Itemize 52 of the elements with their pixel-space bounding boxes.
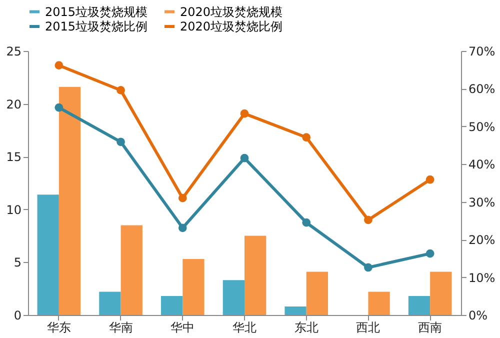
point — [240, 109, 249, 118]
bar — [408, 296, 430, 315]
bar — [99, 292, 121, 315]
bar — [306, 272, 328, 315]
bar — [37, 194, 59, 315]
bar — [430, 272, 452, 315]
point — [116, 138, 125, 146]
y2-tick-label: 20% — [468, 233, 496, 248]
y-tick-label: 10 — [6, 202, 22, 217]
bar — [58, 86, 81, 315]
point — [426, 249, 434, 258]
point — [178, 194, 187, 202]
legend-label: 2015垃圾焚烧比例 — [45, 20, 148, 34]
point — [116, 86, 125, 94]
x-tick-label: 华东 — [46, 320, 71, 334]
y2-tick-label: 30% — [468, 195, 496, 210]
point — [178, 224, 187, 232]
legend-label: 2015垃圾焚烧规模 — [45, 4, 148, 19]
x-tick-label: 西南 — [418, 320, 442, 334]
y-tick-label: 20 — [6, 97, 22, 112]
x-tick-label: 华中 — [170, 320, 195, 334]
bar — [244, 236, 266, 315]
point — [54, 103, 64, 112]
bar — [120, 225, 142, 315]
point — [302, 133, 311, 142]
y-tick-label: 5 — [14, 256, 22, 270]
y-tick-label: 25 — [6, 44, 22, 58]
point — [54, 61, 64, 70]
legend-label: 2020垃圾焚烧比例 — [180, 20, 283, 34]
y2-tick-label: 60% — [468, 82, 496, 96]
y2-tick-label: 10% — [468, 270, 496, 285]
x-tick-label: 华北 — [232, 320, 256, 334]
point — [426, 175, 434, 184]
bar — [284, 306, 306, 315]
point — [364, 216, 372, 224]
bar — [368, 292, 390, 315]
y2-tick-label: 50% — [468, 120, 496, 134]
bar — [222, 280, 244, 315]
bar — [182, 259, 204, 315]
x-tick-label: 西北 — [356, 320, 380, 334]
y-tick-label: 15 — [6, 150, 22, 164]
x-tick-label: 华南 — [108, 320, 133, 334]
y2-tick-label: 70% — [468, 44, 496, 58]
y2-tick-label: 0% — [468, 308, 488, 322]
x-tick-label: 东北 — [294, 320, 318, 334]
legend-label: 2020垃圾焚烧规模 — [180, 4, 283, 19]
point — [364, 263, 372, 272]
y-tick-label: 0 — [14, 308, 22, 322]
y2-tick-label: 40% — [468, 158, 496, 172]
bar — [160, 296, 183, 315]
point — [302, 218, 311, 227]
point — [240, 154, 249, 162]
